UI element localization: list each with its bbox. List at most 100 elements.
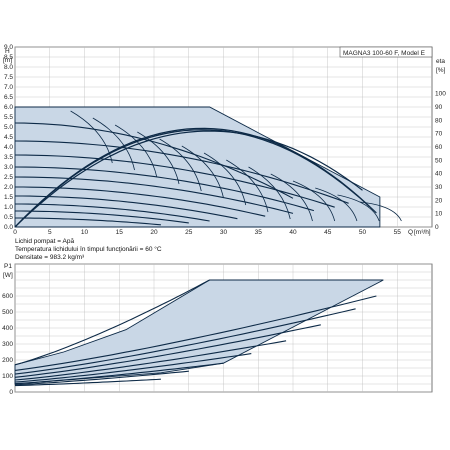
power-curve-7 bbox=[14, 362, 224, 385]
head-tick: 2.0 bbox=[4, 184, 13, 191]
power-tick: 400 bbox=[2, 325, 13, 332]
head-tick: 0.5 bbox=[4, 214, 13, 221]
system-line-8 bbox=[226, 159, 269, 213]
power-curve-9 bbox=[14, 378, 161, 387]
head-tick: 6.5 bbox=[4, 94, 13, 101]
head-axis-label: H bbox=[5, 48, 10, 55]
eta-axis-unit: [%] bbox=[436, 67, 446, 74]
power-operating-area bbox=[14, 279, 384, 385]
head-tick: 5.0 bbox=[4, 124, 13, 131]
flow-tick: 10 bbox=[81, 229, 89, 236]
system-line-12 bbox=[315, 187, 358, 222]
head-tick: 8.5 bbox=[4, 54, 13, 61]
eta-tick: 70 bbox=[435, 131, 443, 138]
speed-curve-8 bbox=[15, 203, 210, 222]
eta-tick: 50 bbox=[435, 157, 443, 164]
power-tick: 100 bbox=[2, 373, 13, 380]
eta-tick: 80 bbox=[435, 117, 443, 124]
power-curve-4 bbox=[14, 324, 321, 378]
system-line-3 bbox=[114, 124, 158, 178]
power-tick: 200 bbox=[2, 357, 13, 364]
liquid-info: Lichid pompat = Apă Temperatura lichidul… bbox=[15, 238, 162, 261]
power-curve-8 bbox=[14, 370, 189, 386]
flow-tick: 55 bbox=[394, 229, 402, 236]
eta-curve-1 bbox=[14, 127, 377, 228]
head-tick: 8.0 bbox=[4, 64, 13, 71]
power-curve-2 bbox=[14, 295, 377, 371]
title-box bbox=[339, 46, 433, 58]
temperature-text: Temperatura lichidului în timpul funcţio… bbox=[15, 245, 162, 253]
flow-tick: 5 bbox=[48, 229, 52, 236]
power-curve-3 bbox=[14, 308, 356, 375]
density-text: Densitate = 983.2 kg/m³ bbox=[15, 254, 85, 261]
system-line-13 bbox=[337, 194, 380, 222]
eta-tick: 10 bbox=[435, 211, 443, 218]
system-line-7 bbox=[203, 152, 247, 206]
flow-tick: 45 bbox=[324, 229, 332, 236]
head-chart: 0 5 10 15 20 25 30 35 40 45 50 55 0.0 0.5 1.0 1.5 2.0 2.… bbox=[3, 44, 446, 236]
head-tick: 3.0 bbox=[4, 164, 13, 171]
flow-tick: 20 bbox=[150, 229, 158, 236]
head-tick: 4.0 bbox=[4, 144, 13, 151]
eta-tick: 0 bbox=[435, 224, 439, 231]
eta-curve-3 bbox=[14, 130, 363, 228]
eta-tick: 60 bbox=[435, 144, 443, 151]
eta-axis-label: eta bbox=[436, 58, 445, 65]
power-axis-label: P1 bbox=[4, 263, 12, 270]
head-tick: 9.0 bbox=[4, 44, 13, 51]
system-line-6 bbox=[181, 145, 224, 199]
flow-tick: 30 bbox=[220, 229, 228, 236]
eta-tick: 40 bbox=[435, 171, 443, 178]
head-tick: 7.5 bbox=[4, 74, 13, 81]
flow-tick: 50 bbox=[359, 229, 367, 236]
power-axis-unit: [W] bbox=[3, 272, 13, 279]
power-tick: 500 bbox=[2, 309, 13, 316]
head-tick: 0.0 bbox=[4, 224, 13, 231]
system-line-4 bbox=[137, 131, 180, 185]
system-line-2 bbox=[92, 117, 135, 171]
speed-curve-7 bbox=[15, 195, 238, 220]
speed-curve-5 bbox=[14, 176, 294, 214]
head-tick: 1.0 bbox=[4, 204, 13, 211]
flow-tick: 0 bbox=[13, 229, 17, 236]
system-line-5 bbox=[159, 138, 202, 192]
speed-curve-10 bbox=[15, 217, 161, 226]
power-curve-6 bbox=[14, 353, 252, 383]
system-line-10 bbox=[270, 173, 313, 222]
flow-axis-label: Q bbox=[408, 229, 413, 236]
power-chart: 0 100 200 300 400 500 600 P1 [W] bbox=[2, 263, 433, 396]
head-operating-area bbox=[14, 106, 381, 228]
head-tick: 7.0 bbox=[4, 84, 13, 91]
head-tick: 6.0 bbox=[4, 104, 13, 111]
speed-curve-2 bbox=[14, 140, 349, 204]
speed-curve-9 bbox=[15, 210, 189, 224]
head-tick: 1.5 bbox=[4, 194, 13, 201]
flow-tick: 35 bbox=[255, 229, 263, 236]
speed-curve-4 bbox=[14, 166, 315, 212]
power-curve-5 bbox=[14, 340, 287, 381]
head-tick: 5.5 bbox=[4, 114, 13, 121]
power-tick: 300 bbox=[2, 341, 13, 348]
speed-curve-3 bbox=[14, 154, 335, 208]
head-curves bbox=[14, 110, 402, 226]
head-tick: 3.5 bbox=[4, 154, 13, 161]
head-axis-unit: [m] bbox=[3, 57, 12, 64]
efficiency-curves bbox=[14, 127, 377, 228]
head-tick-labels: 0.0 0.5 1.0 1.5 2.0 2.5 3.0 3.5 4.0 4.5 5.0 5.5 6.0 6… bbox=[4, 44, 13, 231]
eta-tick-labels: 0 10 20 30 40 50 60 70 80 90 100 bbox=[435, 91, 446, 231]
system-line-1 bbox=[70, 110, 113, 164]
power-tick: 0 bbox=[9, 389, 13, 396]
system-line-9 bbox=[248, 166, 291, 220]
eta-tick: 30 bbox=[435, 184, 443, 191]
chart-title: MAGNA3 100-60 F, Model E bbox=[343, 50, 426, 57]
eta-tick: 100 bbox=[435, 91, 446, 98]
power-curves bbox=[14, 279, 377, 387]
flow-tick-labels: 0 5 10 15 20 25 30 35 40 45 50 55 bbox=[13, 229, 401, 236]
power-tick: 600 bbox=[2, 293, 13, 300]
eta-tick: 20 bbox=[435, 197, 443, 204]
head-tick: 4.5 bbox=[4, 134, 13, 141]
flow-axis-unit: [m³/h] bbox=[414, 229, 431, 236]
flow-tick: 40 bbox=[289, 229, 297, 236]
eta-tick: 90 bbox=[435, 104, 443, 111]
flow-tick: 15 bbox=[116, 229, 124, 236]
